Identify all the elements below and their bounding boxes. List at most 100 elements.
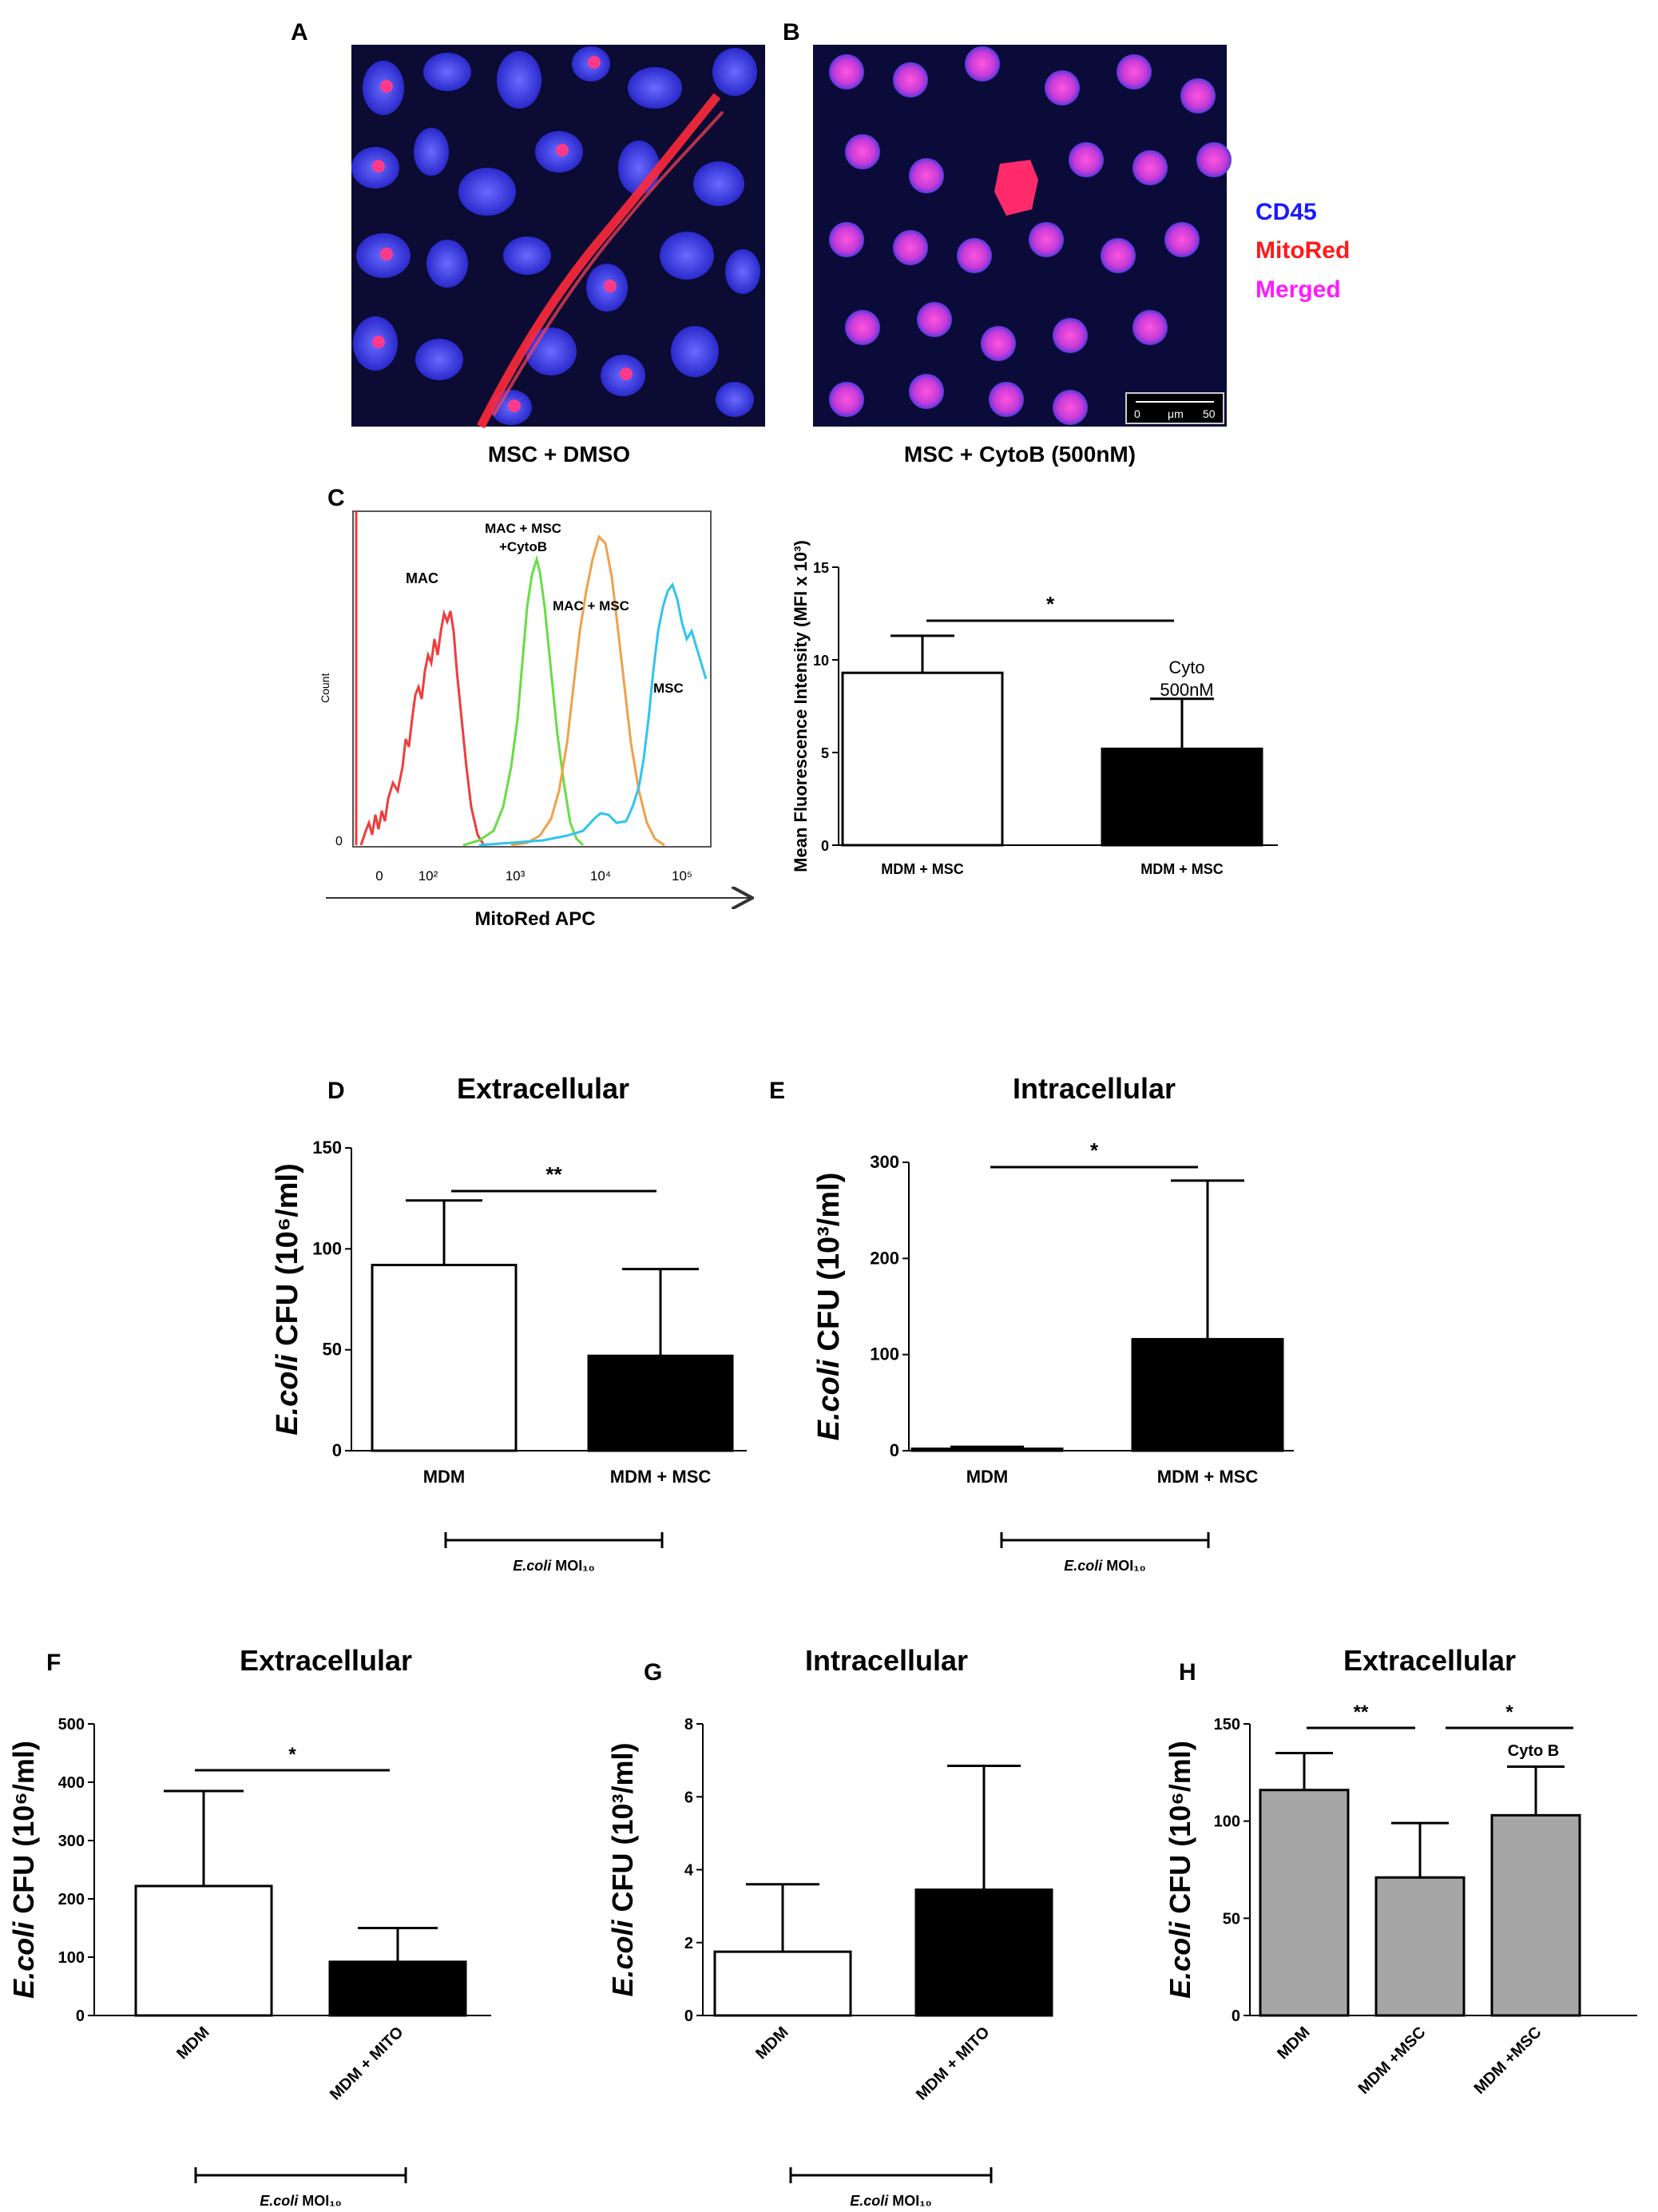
y-tick-label: 0 [332, 1440, 342, 1460]
cell [1053, 318, 1088, 353]
legend-mitored: MitoRed [1255, 237, 1350, 264]
hist-xtick: 0 [375, 868, 383, 884]
y-axis-label: Mean Fluorescence Intensity (MFI x 10³) [791, 540, 811, 872]
svg-text:0: 0 [1134, 407, 1140, 420]
channel-legend: CD45 MitoRed Merged [1255, 199, 1350, 303]
chart-c-bar: Mean Fluorescence Intensity (MFI x 10³) 0… [791, 540, 1278, 877]
cell [1180, 78, 1216, 113]
cell [415, 339, 463, 380]
micrograph-b: 0 μm 50 [813, 45, 1232, 427]
panel-letter-e: E [769, 1078, 785, 1104]
y-axis-label: E.coli CFU (10⁶/ml) [7, 1741, 40, 1999]
cell [965, 46, 1000, 81]
category-label: MDM [173, 2023, 212, 2063]
y-axis-label: E.coli CFU (10⁶/ml) [1164, 1741, 1196, 1999]
cell [671, 326, 719, 377]
cell [1117, 54, 1152, 89]
y-tick-label: 300 [870, 1152, 899, 1172]
hist-ytick-0: 0 [335, 835, 343, 848]
cell-mito [556, 144, 569, 157]
mito-strand [477, 93, 721, 429]
bar [1131, 1337, 1284, 1452]
hist-xlabel: MitoRed APC [474, 908, 595, 930]
cell [1132, 310, 1168, 345]
cell [628, 67, 682, 109]
y-tick-label: 100 [58, 1949, 85, 1967]
cell [1045, 70, 1080, 105]
category-label: MDM + MSC [881, 861, 964, 877]
significance-marker: * [288, 1744, 296, 1765]
y-tick-label: 15 [813, 560, 829, 576]
y-tick-label: 8 [684, 1716, 693, 1733]
cell [845, 310, 880, 345]
y-tick-label: 50 [323, 1340, 342, 1360]
y-tick-label: 0 [684, 2007, 693, 2025]
svg-text:50: 50 [1203, 407, 1216, 420]
chart-title: Extracellular [457, 1072, 629, 1105]
panel-letter-f: F [46, 1650, 61, 1676]
cell [423, 53, 471, 91]
bar [841, 671, 1004, 847]
cell [426, 240, 468, 288]
cell-mito [508, 399, 521, 412]
cell-mito [604, 280, 617, 292]
cell [909, 158, 944, 193]
caption-a: MSC + DMSO [488, 442, 630, 467]
y-tick-label: 2 [684, 1935, 693, 1952]
panel-letter-h: H [1179, 1659, 1196, 1686]
y-tick-label: 0 [890, 1440, 899, 1460]
y-axis-label: E.coli CFU (10³/ml) [606, 1742, 639, 1996]
bar [910, 1448, 1064, 1452]
category-label: MDM +MSC [1355, 2023, 1430, 2098]
cell-mito [588, 56, 601, 69]
hist-label-cytob: MAC + MSC +CytoB [485, 521, 561, 554]
cell [981, 326, 1016, 361]
category-label: MDM + MITO [327, 2023, 407, 2104]
cell [1069, 142, 1104, 177]
cell-mito [380, 248, 393, 260]
category-label: MDM + MSC [610, 1467, 712, 1487]
cell [414, 128, 449, 176]
moi-bracket-label: E.coli MOI₁₀ [1064, 1558, 1146, 1574]
y-axis-label: E.coli CFU (10⁶/ml) [271, 1163, 304, 1436]
cell [1164, 222, 1200, 257]
y-tick-label: 500 [58, 1716, 85, 1733]
cell-mito [380, 80, 393, 93]
hist-ylabel: Count [319, 673, 331, 703]
y-tick-label: 300 [58, 1833, 85, 1850]
panel-letter-b: B [783, 19, 800, 46]
moi-bracket-label: E.coli MOI₁₀ [513, 1558, 595, 1574]
cell [1029, 222, 1064, 257]
y-tick-label: 6 [684, 1789, 693, 1806]
category-label: MDM + MSC [1140, 861, 1224, 877]
bar [1259, 1789, 1350, 2017]
y-tick-label: 50 [1223, 1910, 1240, 1928]
y-tick-label: 100 [312, 1238, 342, 1258]
significance-marker: ** [545, 1162, 562, 1186]
bar [328, 1960, 467, 2017]
chart-title: Intracellular [805, 1644, 968, 1677]
category-label: MDM [423, 1467, 466, 1487]
y-tick-label: 150 [1214, 1716, 1240, 1733]
significance-marker: * [1505, 1702, 1513, 1723]
cell [845, 134, 880, 169]
bar [914, 1888, 1053, 2017]
panel-letter-a: A [291, 19, 308, 46]
hist-curve-mac [355, 511, 486, 846]
hist-label-msc: MSC [653, 681, 684, 696]
caption-b: MSC + CytoB (500nM) [904, 442, 1136, 467]
y-tick-label: 400 [58, 1774, 85, 1792]
moi-bracket-label: E.coli MOI₁₀ [850, 2193, 932, 2209]
cell [1101, 238, 1136, 273]
moi-bracket-label: E.coli MOI₁₀ [260, 2193, 342, 2209]
chart-g: Intracellular E.coli CFU (10³/ml) 0 2 4 6 8 MDM… [606, 1644, 1053, 2209]
category-label: MDM [1274, 2023, 1313, 2063]
chart-title: Intracellular [1013, 1072, 1176, 1105]
cell [1196, 142, 1232, 177]
panel-letter-c: C [327, 485, 345, 511]
bar [1374, 1876, 1466, 2017]
hist-curve-msc [478, 582, 708, 847]
bar-annotation: Cyto B [1508, 1742, 1559, 1760]
cell [1053, 390, 1088, 425]
